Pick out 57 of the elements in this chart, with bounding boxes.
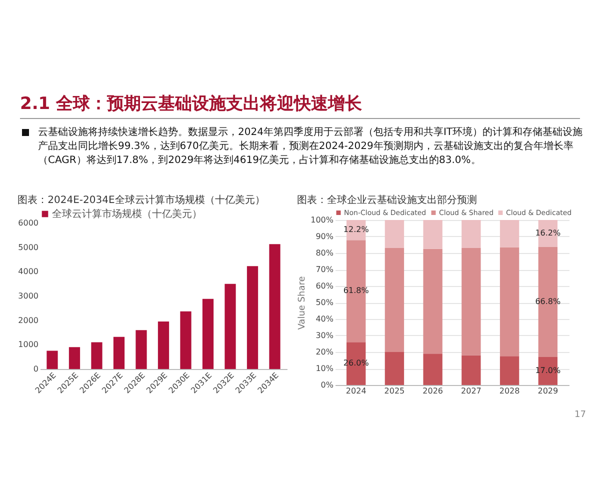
y-tick-label: 1000 (18, 340, 38, 350)
chart-title: 图表：全球企业云基础设施支出部分预测 (297, 194, 478, 206)
bar (423, 220, 442, 249)
bar (68, 347, 80, 369)
bar (423, 248, 442, 354)
bar (158, 322, 170, 369)
bar (136, 330, 147, 369)
bar (500, 356, 520, 385)
y-tick-label: 6000 (18, 218, 38, 228)
chart-title: 图表：2024E-2034E全球云计算市场规模（十亿美元） (18, 194, 265, 206)
text: 2.1 全球：预期云基础设施支出将迎快速增长 (20, 92, 580, 119)
bar (500, 220, 520, 248)
bar (113, 336, 125, 369)
bar (384, 352, 404, 385)
bar (180, 311, 192, 369)
x-tick-label: 2027 (461, 386, 482, 396)
y-tick-label: 4000 (18, 267, 38, 276)
y-tick-label: 100% (310, 216, 334, 224)
text: 云基础设施将持续快速增长趋势。数据显示，2024年第四季度用于云部署（包括专用和共享IT环境）的计算和存储基础设施产品支出同比增长99.3%，达到670亿美元。长期来看，预测在2024-2029年预测期内，云基础设施支出的复合年增长率（CAGR）将达到17.8%，到2029年将达到4619亿美元，占计算和存储基础设施总支出的83.0%。 (38, 126, 584, 168)
x-tick-label: 2028 (499, 386, 520, 396)
bar (423, 354, 442, 385)
bar (462, 248, 481, 356)
y-tick-label: 20% (316, 348, 334, 356)
bar (384, 248, 404, 352)
bar (202, 298, 214, 369)
data-label: 66.8% (535, 296, 562, 306)
x-tick-label: 2029 (538, 386, 558, 396)
y-tick-label: 80% (316, 248, 334, 258)
bar (91, 342, 102, 369)
y-tick-label: 0% (320, 380, 334, 390)
y-axis-title: Value Share (298, 276, 308, 330)
y-tick-label: 0 (33, 364, 38, 374)
y-tick-label: 2000 (18, 316, 38, 325)
text: 17 (574, 410, 586, 420)
bar (384, 220, 404, 248)
legend-label: 全球云计算市场规模（十亿美元） (52, 208, 202, 220)
y-tick-label: 40% (316, 314, 334, 324)
bar (246, 266, 258, 369)
x-tick-label: 2024 (346, 386, 366, 396)
bar (269, 244, 280, 369)
data-label: 16.2% (535, 228, 562, 238)
y-tick-label: 30% (316, 331, 334, 340)
bar (500, 247, 520, 356)
y-tick-label: 90% (316, 232, 334, 241)
bar (46, 350, 58, 369)
bar (462, 220, 481, 248)
x-tick-label: 2025 (384, 386, 405, 396)
bar (462, 355, 481, 385)
y-tick-label: 60% (316, 282, 334, 290)
bar (224, 284, 236, 369)
y-tick-label: 50% (316, 298, 334, 307)
data-label: 12.2% (343, 225, 370, 234)
y-tick-label: 5000 (18, 242, 38, 252)
y-tick-label: 10% (316, 364, 334, 373)
x-tick-label: 2026 (422, 386, 443, 396)
y-tick-label: 3000 (18, 292, 38, 300)
y-tick-label: 70% (316, 265, 334, 274)
